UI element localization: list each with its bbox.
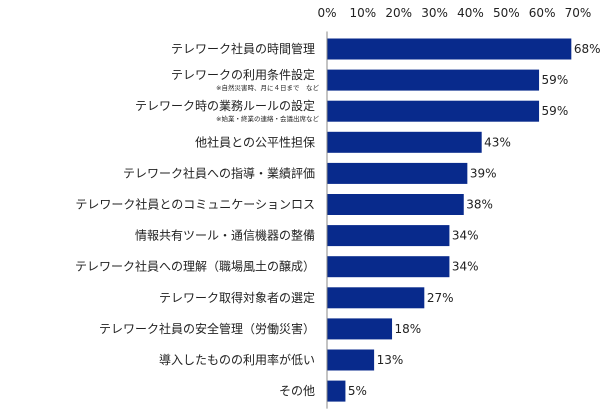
category-label: 他社員との公平性担保 [195,134,315,149]
x-tick-label: 0% [317,6,336,20]
category-subnote: ※始業・終業の連絡・会議出席など [216,114,319,123]
x-tick-label: 70% [565,6,592,20]
bar [327,225,450,247]
bar [327,38,572,60]
bar [327,380,346,402]
bar [327,100,540,122]
bar [327,256,450,278]
x-tick-label: 30% [421,6,448,20]
value-label: 38% [466,198,493,212]
value-label: 34% [452,260,479,274]
bar [327,194,464,215]
value-label: 18% [395,322,422,336]
bar [327,287,425,309]
category-label: テレワーク社員への指導・業績評価 [123,165,315,180]
x-tick-label: 10% [350,6,377,20]
category-label: テレワーク時の業務ルールの設定 [135,98,315,113]
bar [327,162,468,184]
value-label: 5% [348,384,367,398]
value-label: 27% [427,291,454,305]
category-label: テレワーク社員の時間管理 [171,41,315,56]
bar [327,349,375,371]
category-label: 情報共有ツール・通信機器の整備 [135,228,315,243]
value-label: 68% [574,42,601,56]
category-label: その他 [279,384,315,398]
x-tick-label: 50% [493,6,520,20]
value-label: 13% [377,353,404,367]
category-subnote: ※自然災害時、月に４日まで など [216,83,319,92]
x-tick-label: 40% [457,6,484,20]
value-label: 43% [484,135,511,149]
category-label: テレワーク社員への理解（職場風土の醸成） [75,259,315,274]
category-label: テレワーク取得対象者の選定 [159,290,315,305]
x-tick-label: 20% [385,6,412,20]
value-label: 34% [452,229,479,243]
x-tick-label: 60% [529,6,556,20]
category-label: テレワーク社員の安全管理（労働災害） [99,321,315,336]
value-label: 59% [542,73,569,87]
bar [327,318,393,340]
category-label: 導入したものの利用率が低い [159,352,315,367]
bar [327,69,540,91]
value-label: 39% [470,166,497,180]
value-label: 59% [542,104,569,118]
bar [327,131,482,153]
category-label: テレワーク社員とのコミュニケーションロス [75,197,315,212]
category-label: テレワークの利用条件設定 [171,67,315,82]
